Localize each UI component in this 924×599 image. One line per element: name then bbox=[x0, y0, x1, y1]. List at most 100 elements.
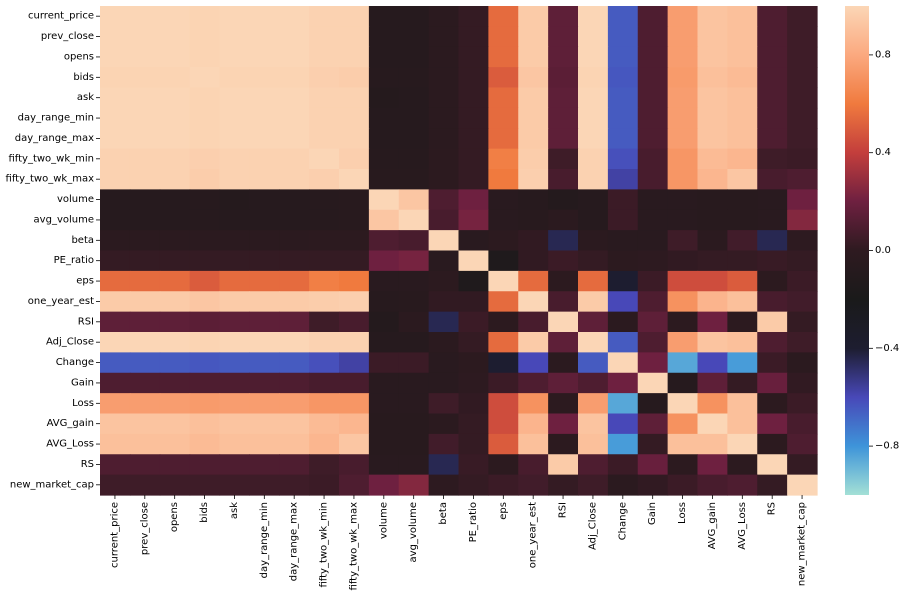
heatmap-cell bbox=[368, 454, 400, 476]
heatmap-cell bbox=[368, 393, 400, 415]
heatmap-cell bbox=[309, 372, 340, 394]
heatmap-cell bbox=[428, 433, 460, 455]
y-tick-label: eps bbox=[76, 276, 94, 287]
heatmap-cell bbox=[757, 270, 788, 292]
heatmap-cell bbox=[607, 87, 639, 109]
heatmap-cell bbox=[279, 270, 310, 292]
heatmap-cell bbox=[458, 46, 489, 68]
colorbar-tick-label: −0.8 bbox=[875, 441, 899, 452]
heatmap-cell bbox=[697, 332, 728, 353]
heatmap-cell bbox=[129, 352, 161, 374]
heatmap-cell bbox=[548, 474, 579, 496]
heatmap-cell bbox=[548, 372, 579, 394]
heatmap-cell bbox=[249, 311, 280, 333]
heatmap-cell bbox=[667, 372, 699, 394]
heatmap-cell bbox=[757, 332, 788, 353]
heatmap-cell bbox=[339, 250, 370, 272]
heatmap-cell bbox=[100, 413, 131, 435]
heatmap-cell bbox=[757, 6, 788, 27]
heatmap-cell bbox=[637, 148, 669, 170]
heatmap-cell bbox=[488, 46, 519, 68]
heatmap-cell bbox=[518, 209, 549, 231]
heatmap-cell bbox=[458, 250, 489, 272]
heatmap-cell bbox=[607, 209, 639, 231]
heatmap-cell bbox=[757, 169, 788, 190]
heatmap-cell bbox=[189, 311, 221, 333]
heatmap-cell bbox=[488, 454, 519, 476]
heatmap-cell bbox=[637, 128, 669, 150]
heatmap-cell bbox=[458, 270, 489, 292]
heatmap-cell bbox=[458, 332, 489, 353]
heatmap-cell bbox=[368, 209, 400, 231]
heatmap-cell bbox=[607, 433, 639, 455]
heatmap-cell bbox=[637, 474, 669, 496]
heatmap-cell bbox=[189, 148, 221, 170]
heatmap-cell bbox=[697, 6, 728, 27]
heatmap-cell bbox=[787, 474, 818, 496]
heatmap-cell bbox=[667, 270, 699, 292]
heatmap-cell bbox=[129, 46, 161, 68]
heatmap-cell bbox=[757, 26, 788, 48]
heatmap-cell bbox=[249, 250, 280, 272]
y-tick-label: opens bbox=[64, 51, 94, 62]
heatmap-cell bbox=[129, 250, 161, 272]
heatmap-cell bbox=[458, 474, 489, 496]
heatmap-cell bbox=[309, 87, 340, 109]
y-tick-label: RS bbox=[81, 459, 94, 470]
heatmap-cell bbox=[339, 128, 370, 150]
heatmap-cell bbox=[129, 454, 161, 476]
heatmap-cell bbox=[757, 433, 788, 455]
heatmap-cell bbox=[368, 230, 400, 252]
heatmap-cell bbox=[159, 26, 191, 48]
heatmap-cell bbox=[279, 67, 310, 89]
heatmap-cell bbox=[249, 107, 280, 129]
heatmap-cell bbox=[697, 87, 728, 109]
heatmap-cell bbox=[637, 107, 669, 129]
heatmap-cell bbox=[219, 291, 250, 313]
heatmap-cell bbox=[637, 250, 669, 272]
heatmap-cell bbox=[189, 291, 221, 313]
heatmap-cell bbox=[249, 67, 280, 89]
heatmap-cell bbox=[458, 393, 489, 415]
heatmap-cell bbox=[428, 454, 460, 476]
heatmap-cell bbox=[727, 87, 758, 109]
heatmap-cell bbox=[339, 413, 370, 435]
heatmap-cell bbox=[607, 46, 639, 68]
heatmap-cell bbox=[548, 454, 579, 476]
heatmap-cell bbox=[219, 209, 250, 231]
heatmap-cell bbox=[428, 230, 460, 252]
heatmap-cell bbox=[428, 372, 460, 394]
heatmap-cell bbox=[488, 189, 519, 211]
heatmap-cell bbox=[159, 413, 191, 435]
heatmap-cell bbox=[309, 332, 340, 353]
heatmap-cell bbox=[787, 291, 818, 313]
heatmap-cell bbox=[189, 332, 221, 353]
heatmap-cell bbox=[667, 433, 699, 455]
heatmap-cell bbox=[697, 474, 728, 496]
heatmap-cell bbox=[159, 189, 191, 211]
heatmap-cell bbox=[787, 352, 818, 374]
heatmap-cell bbox=[548, 393, 579, 415]
heatmap-cell bbox=[727, 148, 758, 170]
heatmap-cell bbox=[667, 128, 699, 150]
heatmap-cell bbox=[309, 413, 340, 435]
heatmap-cell bbox=[398, 372, 430, 394]
heatmap-cell bbox=[548, 67, 579, 89]
heatmap-cell bbox=[637, 454, 669, 476]
heatmap-cell bbox=[428, 87, 460, 109]
heatmap-cell bbox=[100, 46, 131, 68]
heatmap-cell bbox=[518, 291, 549, 313]
heatmap-cell bbox=[100, 352, 131, 374]
heatmap-cell bbox=[129, 67, 161, 89]
heatmap-cell bbox=[548, 107, 579, 129]
heatmap-cell bbox=[787, 311, 818, 333]
heatmap-cell bbox=[129, 107, 161, 129]
heatmap-cell bbox=[368, 189, 400, 211]
heatmap-cell bbox=[279, 87, 310, 109]
x-tick-label: one_year_est bbox=[528, 502, 539, 568]
heatmap-cell bbox=[249, 230, 280, 252]
heatmap-cell bbox=[100, 148, 131, 170]
heatmap-cell bbox=[219, 413, 250, 435]
heatmap-cell bbox=[100, 128, 131, 150]
